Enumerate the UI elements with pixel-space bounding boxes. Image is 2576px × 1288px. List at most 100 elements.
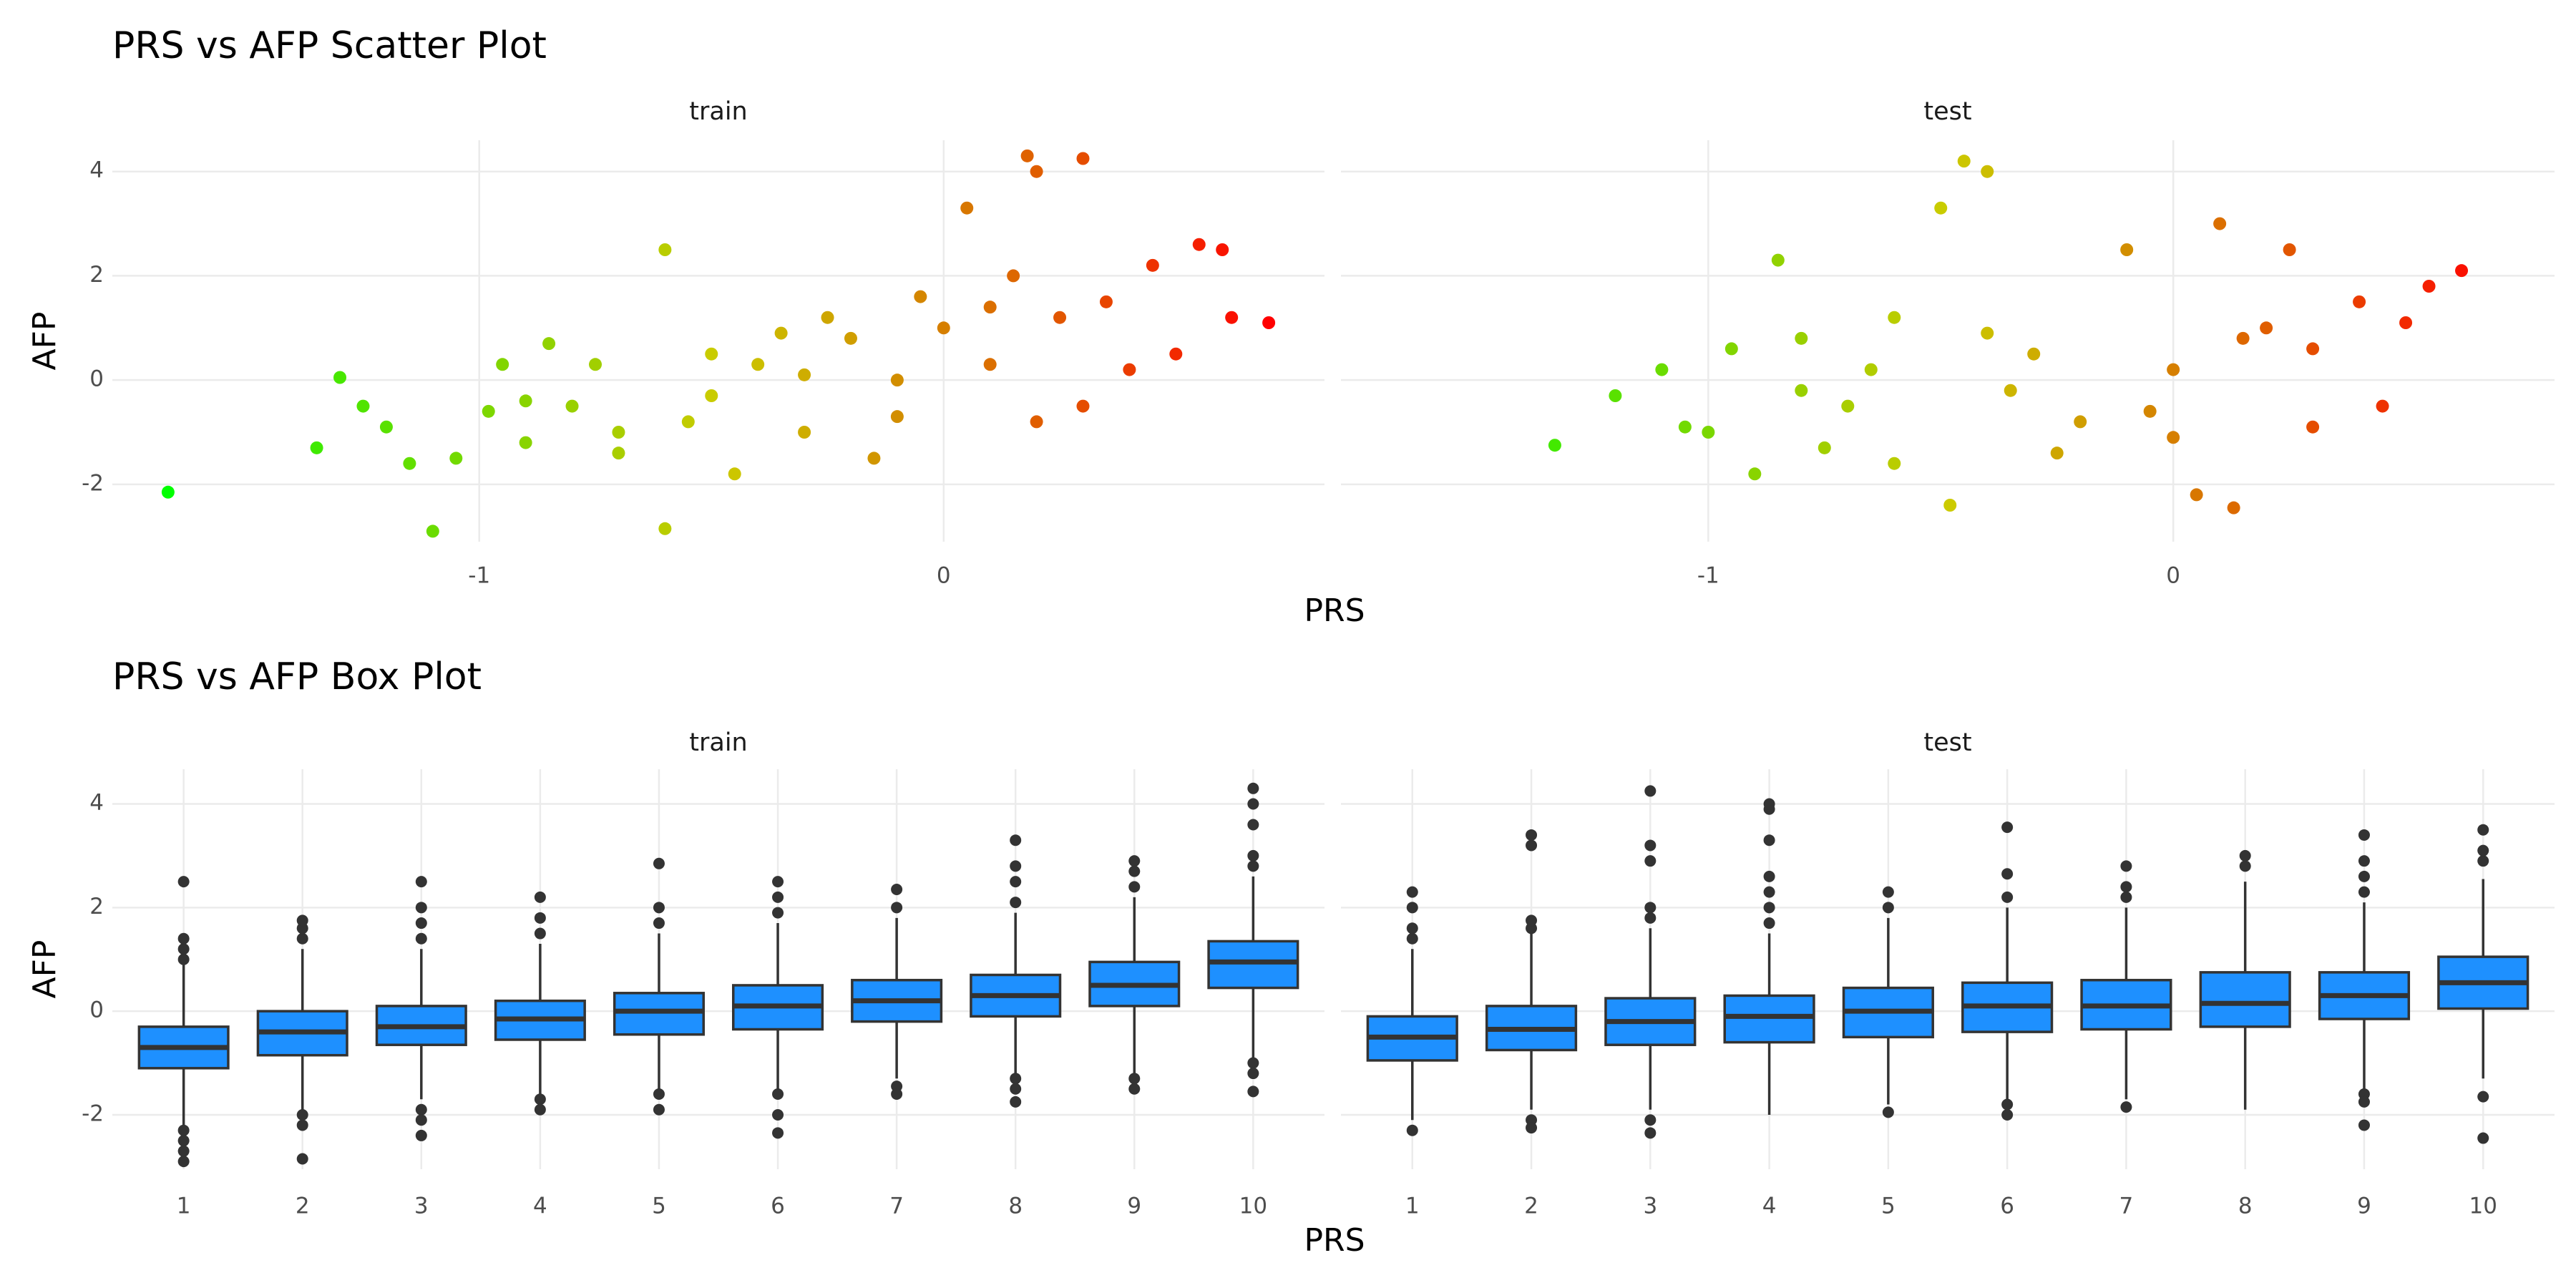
x-tick-label: 2 xyxy=(1524,1194,1538,1219)
outlier xyxy=(2358,855,2370,867)
outlier xyxy=(1644,902,1657,914)
point xyxy=(519,394,532,408)
outlier xyxy=(1763,886,1775,898)
point xyxy=(705,347,718,361)
box xyxy=(2199,971,2291,1028)
point xyxy=(379,420,393,434)
point xyxy=(519,436,532,449)
outlier xyxy=(653,917,665,930)
x-axis-label: PRS xyxy=(1304,1222,1365,1259)
outlier xyxy=(415,917,427,930)
outlier xyxy=(1406,886,1418,898)
x-tick-label: -1 xyxy=(1697,563,1719,589)
point xyxy=(960,201,974,215)
outlier xyxy=(2477,1091,2489,1103)
outlier xyxy=(1882,886,1894,898)
point xyxy=(1748,467,1762,481)
outlier xyxy=(772,1108,784,1121)
outlier xyxy=(653,857,665,869)
point xyxy=(983,301,997,314)
point xyxy=(937,321,950,335)
outlier xyxy=(1247,782,1259,794)
outlier xyxy=(177,953,190,965)
point xyxy=(844,331,857,345)
point xyxy=(1841,399,1855,413)
point xyxy=(2236,331,2250,345)
point xyxy=(890,374,904,387)
outlier xyxy=(1247,1085,1259,1098)
point xyxy=(1225,311,1239,324)
box xyxy=(1723,994,1815,1044)
point xyxy=(1169,347,1183,361)
point xyxy=(1678,420,1692,434)
outlier xyxy=(1010,1096,1022,1108)
outlier xyxy=(772,891,784,903)
chart-title: PRS vs AFP Scatter Plot xyxy=(112,24,547,67)
point xyxy=(542,337,556,351)
point xyxy=(1943,499,1957,512)
outlier xyxy=(891,883,903,895)
point xyxy=(161,485,175,499)
x-tick-label: 0 xyxy=(2166,563,2180,589)
x-tick-label: 2 xyxy=(296,1194,310,1219)
point xyxy=(1795,384,1808,397)
outlier xyxy=(415,1129,427,1141)
strip-label: train xyxy=(689,97,747,126)
outlier xyxy=(1247,849,1259,862)
outlier xyxy=(1406,922,1418,935)
box xyxy=(1207,940,1299,990)
y-tick-label: 4 xyxy=(89,790,104,816)
outlier xyxy=(653,902,665,914)
outlier xyxy=(2120,891,2132,903)
outlier xyxy=(1644,1114,1657,1126)
x-tick-label: 7 xyxy=(2119,1194,2134,1219)
point xyxy=(482,404,495,418)
chart-title: PRS vs AFP Box Plot xyxy=(112,655,482,698)
outlier xyxy=(1763,798,1775,810)
point xyxy=(2455,264,2469,278)
outlier xyxy=(2477,824,2489,836)
point xyxy=(2167,363,2180,376)
x-tick-label: 5 xyxy=(1881,1194,1896,1219)
outlier xyxy=(534,927,546,940)
x-tick-label: 8 xyxy=(1008,1194,1023,1219)
outlier xyxy=(2001,891,2014,903)
strip-label: test xyxy=(1923,728,1971,757)
outlier xyxy=(534,891,546,903)
x-tick-label: 7 xyxy=(889,1194,904,1219)
x-axis-label: PRS xyxy=(1304,592,1365,629)
outlier xyxy=(296,1108,308,1121)
strip-label: train xyxy=(689,728,747,757)
x-tick-label: 9 xyxy=(2357,1194,2371,1219)
outlier xyxy=(2477,844,2489,857)
outlier xyxy=(177,1124,190,1136)
point xyxy=(2120,243,2134,256)
point xyxy=(1771,253,1785,267)
x-tick-label: 10 xyxy=(2469,1194,2497,1219)
outlier xyxy=(2358,829,2370,841)
point xyxy=(2074,415,2087,429)
outlier xyxy=(296,932,308,945)
outlier xyxy=(177,1145,190,1157)
point xyxy=(565,399,579,413)
outlier xyxy=(1882,1106,1894,1118)
outlier xyxy=(1010,1083,1022,1095)
outlier xyxy=(1406,932,1418,945)
point xyxy=(1262,316,1276,329)
point xyxy=(1981,326,1994,340)
strip-label: test xyxy=(1923,97,1971,126)
point xyxy=(333,371,347,384)
point xyxy=(890,410,904,424)
point xyxy=(356,399,370,413)
x-tick-label: 9 xyxy=(1127,1194,1141,1219)
outlier xyxy=(296,914,308,927)
point xyxy=(2167,431,2180,444)
x-tick-label: 3 xyxy=(414,1194,429,1219)
x-tick-label: 8 xyxy=(2238,1194,2253,1219)
outlier xyxy=(891,1088,903,1101)
y-tick-label: 2 xyxy=(89,262,104,288)
point xyxy=(681,415,695,429)
x-tick-label: 0 xyxy=(937,563,951,589)
outlier xyxy=(2358,1119,2370,1131)
point xyxy=(867,452,881,465)
